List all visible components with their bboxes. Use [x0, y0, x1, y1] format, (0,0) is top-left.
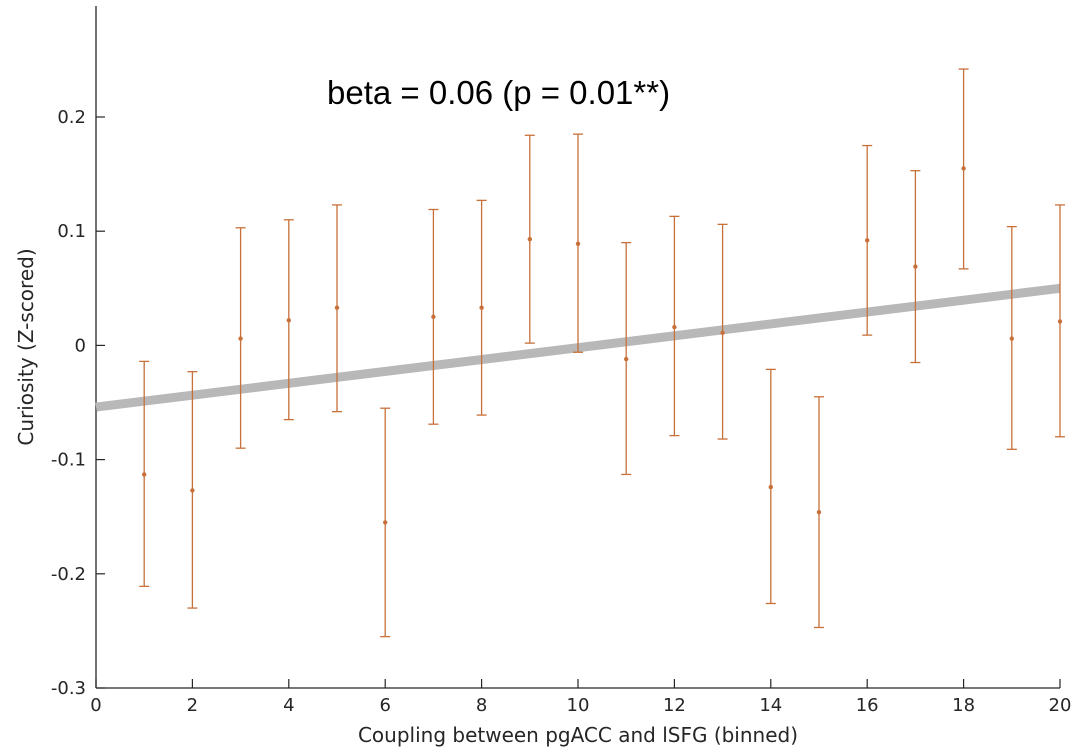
data-point: [431, 314, 436, 320]
data-point: [479, 305, 484, 310]
y-axis-label: Curiosity (Z-scored): [14, 248, 38, 445]
x-tick-label: 12: [663, 695, 686, 716]
data-point: [190, 488, 195, 493]
data-point: [768, 484, 773, 490]
x-tick-label: 10: [567, 695, 590, 716]
data-point: [624, 356, 629, 362]
data-point: [816, 509, 822, 515]
plot-area: 0 2 4 6 8 10 12 14 16 18 20 -0.3 -0.2 -0.1 0 0.1 0.2: [51, 6, 1071, 716]
data-point: [238, 336, 243, 341]
data-point: [527, 236, 532, 242]
x-tick-label: 20: [1049, 695, 1072, 716]
data-point: [1009, 336, 1014, 341]
data-point: [913, 264, 918, 269]
y-ticks: -0.3 -0.2 -0.1 0 0.1 0.2: [51, 107, 105, 699]
data-point: [142, 472, 147, 477]
x-ticks: 0 2 4 6 8 10 12 14 16 18 20: [90, 679, 1071, 716]
data-point: [1057, 319, 1063, 324]
stats-annotation: beta = 0.06 (p = 0.01**): [327, 74, 670, 111]
data-point: [865, 238, 870, 243]
errorbar-layer: [139, 68, 1065, 638]
data-point: [334, 305, 340, 310]
y-tick-label: -0.3: [51, 678, 86, 699]
y-tick-label: 0.2: [57, 107, 86, 128]
x-tick-label: 0: [90, 695, 101, 716]
x-tick-label: 2: [187, 695, 198, 716]
x-tick-label: 18: [952, 695, 975, 716]
data-point: [575, 241, 581, 246]
y-tick-label: -0.1: [51, 450, 86, 471]
data-point: [672, 324, 677, 330]
data-point: [286, 318, 291, 323]
data-point: [720, 330, 725, 336]
x-tick-label: 4: [283, 695, 294, 716]
x-axis-label: Coupling between pgACC and lSFG (binned): [358, 723, 798, 747]
x-tick-label: 14: [759, 695, 782, 716]
y-tick-label: -0.2: [51, 564, 86, 585]
data-point: [961, 166, 966, 171]
x-tick-label: 8: [476, 695, 487, 716]
y-tick-label: 0: [75, 335, 86, 356]
data-point: [383, 520, 388, 525]
x-tick-label: 16: [856, 695, 879, 716]
y-tick-label: 0.1: [57, 221, 86, 242]
x-tick-label: 6: [379, 695, 390, 716]
